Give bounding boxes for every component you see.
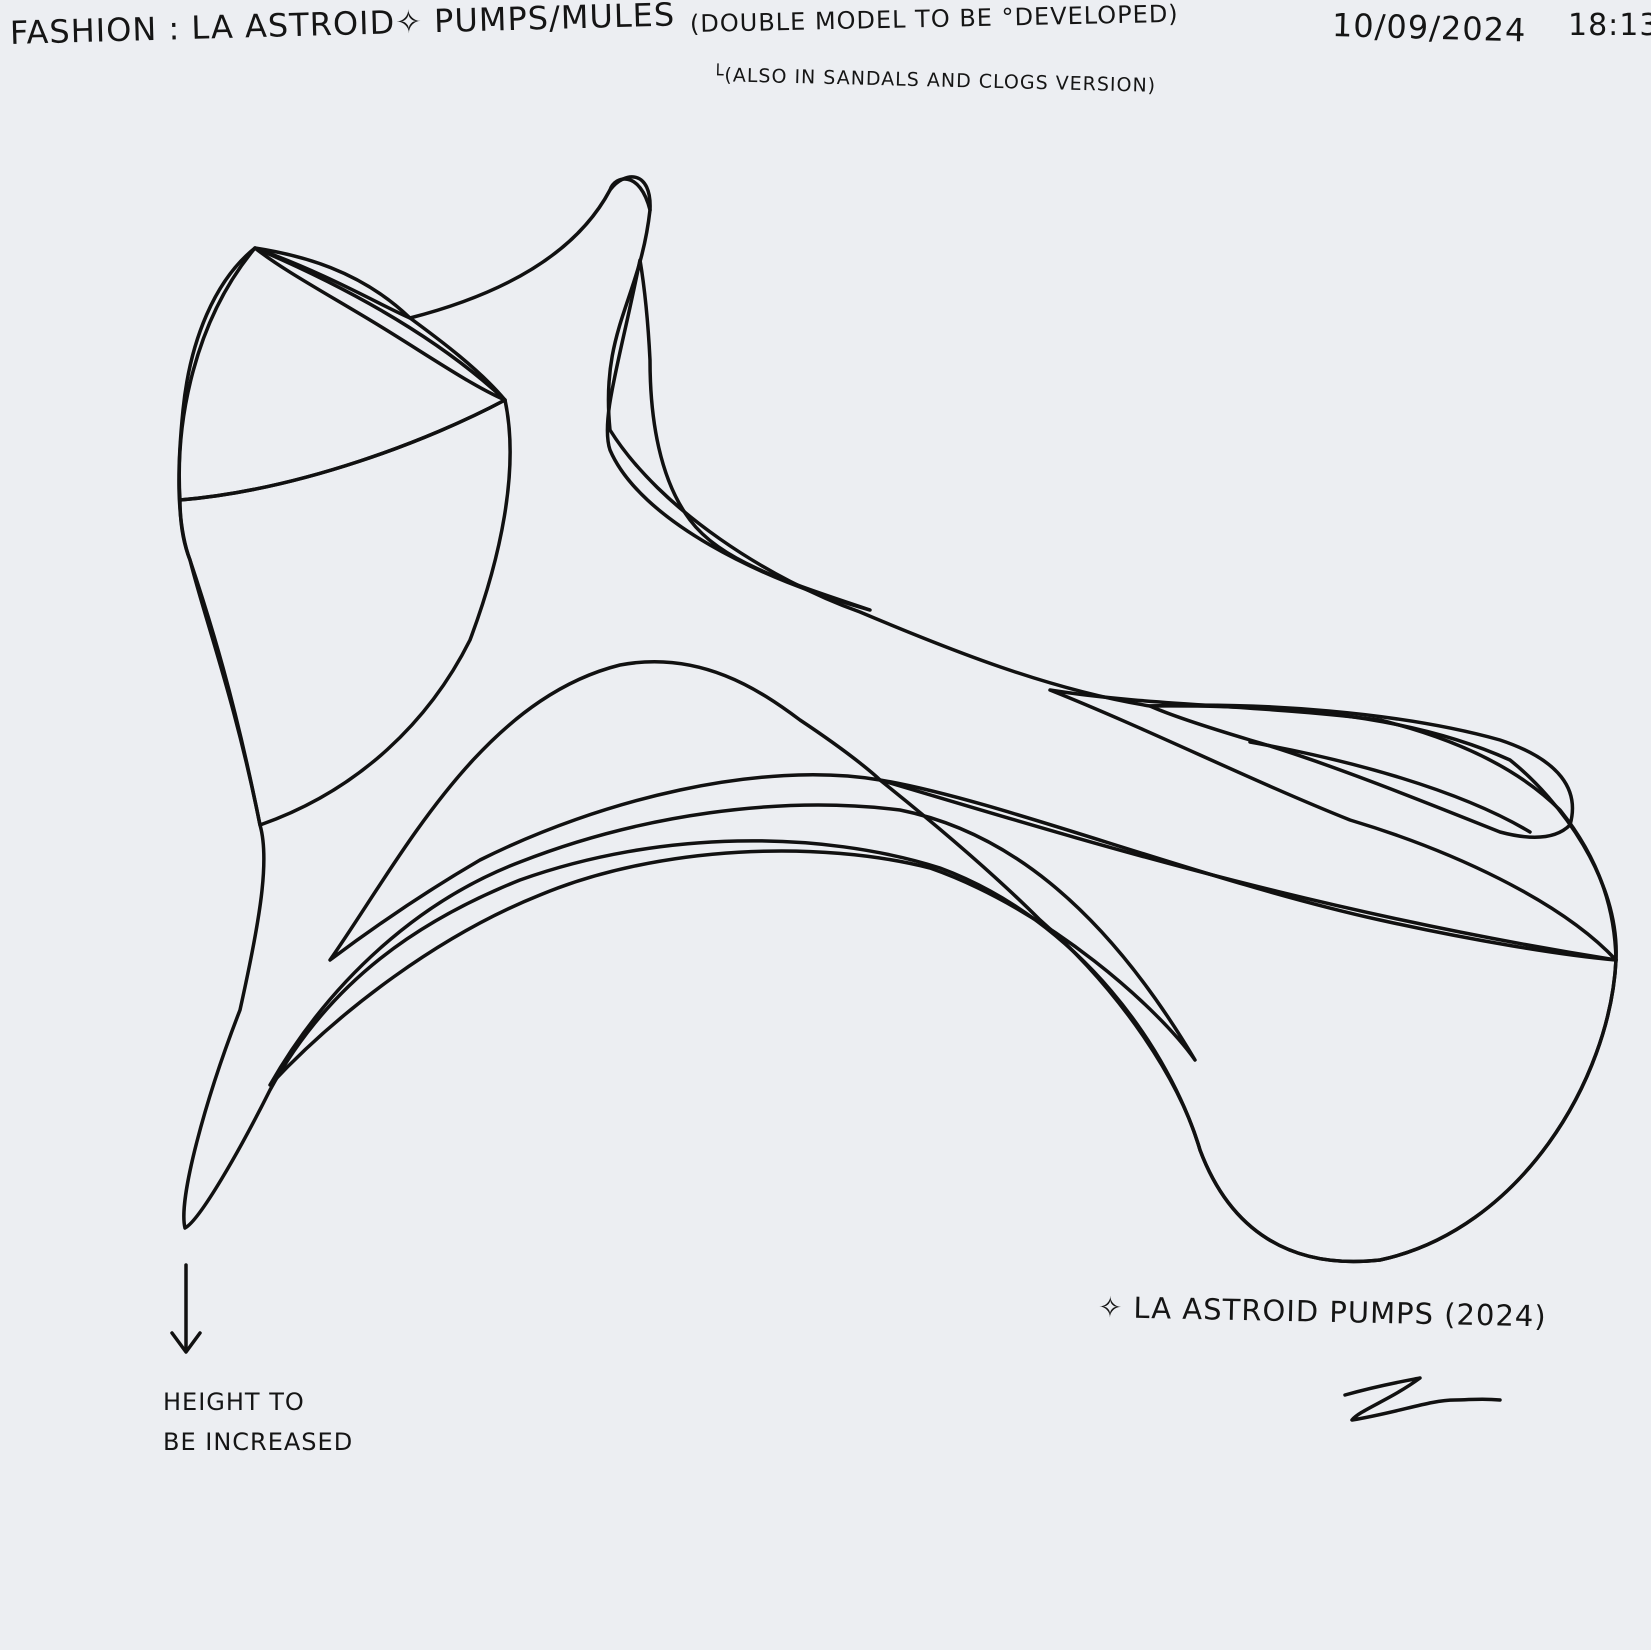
shoe-toe-opening-gold xyxy=(1148,703,1575,840)
shoe-panel-blue-wave xyxy=(328,660,882,962)
height-annotation: HEIGHT TO BE INCREASED xyxy=(163,1388,354,1456)
spike-tip xyxy=(608,177,652,212)
shoe-panel-blue-spike xyxy=(605,258,872,612)
shoe-inner-line xyxy=(1248,740,1532,834)
shoe-toe-blue xyxy=(878,778,1618,1264)
shoe-toe-upper-blue xyxy=(1048,688,1618,962)
shoe-panel-blue-heel xyxy=(178,398,512,827)
header-date: 10/09/2024 xyxy=(1331,6,1527,50)
signature-mark xyxy=(1343,1376,1502,1422)
arrow-down-icon xyxy=(170,1263,202,1354)
shoe-collar-rim-gold xyxy=(253,246,507,402)
header-time: 18:13 xyxy=(1568,8,1651,43)
shoe-seam-line xyxy=(878,778,1618,962)
shoe-band-light-blue xyxy=(268,803,1197,1087)
